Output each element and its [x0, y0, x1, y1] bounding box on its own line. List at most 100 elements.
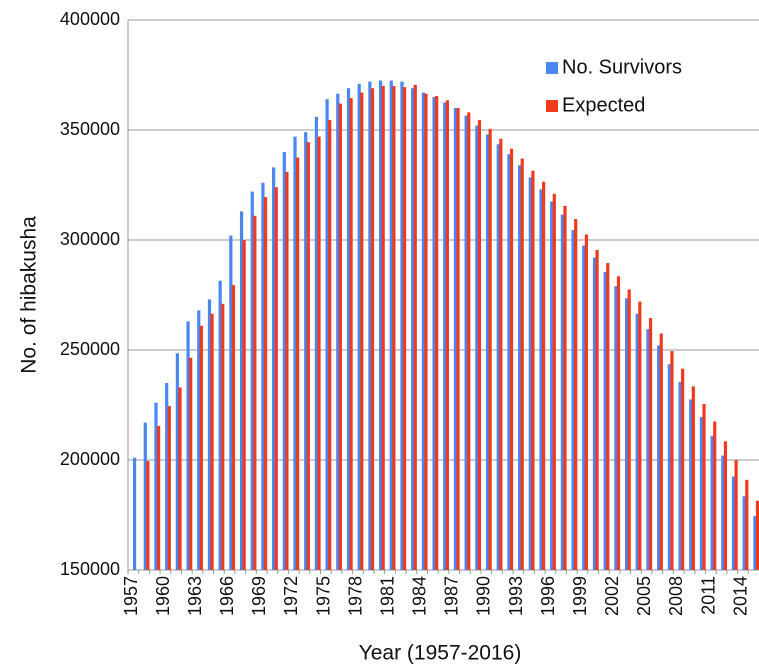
- bar: [477, 120, 482, 570]
- x-tick-label: 1975: [313, 576, 333, 616]
- x-tick-label: 1963: [185, 576, 205, 616]
- bar: [507, 154, 511, 570]
- bar: [325, 99, 329, 570]
- bar: [336, 93, 340, 570]
- bar: [731, 476, 736, 570]
- bar: [657, 345, 661, 570]
- x-tick-label: 1966: [217, 576, 237, 616]
- bar: [627, 289, 631, 570]
- bar: [614, 286, 618, 570]
- bar: [745, 479, 749, 570]
- bar: [499, 138, 503, 571]
- bar: [207, 299, 212, 570]
- bar: [681, 368, 685, 570]
- bar: [753, 516, 757, 570]
- bar: [659, 333, 663, 570]
- bar: [713, 421, 717, 570]
- bar: [755, 500, 759, 570]
- bar: [721, 455, 725, 570]
- x-tick-label: 1993: [506, 576, 526, 616]
- bar: [317, 136, 321, 570]
- bar: [520, 158, 524, 570]
- bar: [574, 219, 578, 570]
- bar: [274, 187, 278, 570]
- bar: [253, 215, 257, 571]
- bar: [443, 102, 447, 570]
- bar: [667, 364, 671, 570]
- y-tick-label: 350000: [60, 119, 120, 139]
- bar: [368, 81, 372, 570]
- bar: [242, 240, 246, 570]
- bar: [734, 460, 738, 570]
- x-tick-label: 1969: [249, 576, 269, 616]
- bar: [603, 271, 607, 570]
- bar: [456, 108, 460, 570]
- bar: [360, 92, 364, 570]
- bar: [178, 387, 182, 570]
- bar: [370, 88, 375, 570]
- legend-label: Expected: [562, 94, 645, 116]
- bar: [282, 152, 286, 570]
- bar: [296, 157, 300, 570]
- bar: [528, 177, 532, 571]
- bar: [285, 171, 289, 571]
- bar: [592, 257, 597, 570]
- bar: [509, 148, 514, 570]
- bar: [261, 182, 265, 571]
- bar: [263, 197, 268, 570]
- bar: [542, 181, 546, 570]
- x-tick-label: 1981: [377, 576, 397, 616]
- bar: [381, 86, 385, 570]
- bar: [400, 81, 404, 570]
- bar: [606, 263, 610, 570]
- bar: [175, 353, 179, 570]
- bar: [239, 211, 244, 570]
- bar: [221, 303, 225, 570]
- bar: [165, 383, 169, 570]
- bar: [293, 136, 297, 570]
- bar: [584, 234, 588, 570]
- bar: [392, 86, 396, 570]
- bar: [571, 230, 575, 570]
- bar: [349, 98, 353, 570]
- bar: [357, 83, 361, 571]
- bar: [133, 457, 137, 570]
- x-tick-label: 1990: [474, 576, 494, 616]
- y-tick-label: 200000: [60, 449, 120, 469]
- bar: [156, 425, 161, 570]
- bar: [678, 381, 682, 570]
- bar: [635, 313, 639, 570]
- bar: [435, 95, 439, 571]
- bar: [411, 88, 415, 570]
- bar: [424, 93, 428, 570]
- x-tick-label: 1978: [345, 576, 365, 616]
- bar: [595, 249, 599, 570]
- bar: [389, 80, 393, 570]
- x-tick-label: 1957: [121, 576, 141, 616]
- bar: [402, 87, 407, 570]
- bar: [421, 92, 425, 570]
- bar: [453, 108, 458, 570]
- bar: [250, 191, 254, 570]
- y-tick-label: 300000: [60, 229, 120, 249]
- bar: [199, 325, 203, 570]
- bar: [563, 205, 567, 570]
- y-tick-label: 250000: [60, 339, 120, 359]
- bar: [616, 276, 621, 570]
- x-tick-label: 1996: [538, 576, 558, 616]
- bar: [742, 496, 746, 570]
- bar: [306, 142, 310, 570]
- bar: [413, 84, 417, 571]
- bar: [464, 115, 468, 570]
- x-tick-label: 2008: [666, 576, 686, 616]
- bar: [624, 298, 629, 570]
- bar: [648, 318, 653, 570]
- bar: [378, 80, 383, 570]
- bar: [304, 132, 308, 570]
- x-tick-label: 1960: [153, 576, 173, 616]
- y-axis-label: No. of hibakusha: [18, 216, 41, 374]
- bar: [518, 165, 522, 570]
- x-tick-label: 2002: [602, 576, 622, 616]
- bar: [646, 329, 650, 570]
